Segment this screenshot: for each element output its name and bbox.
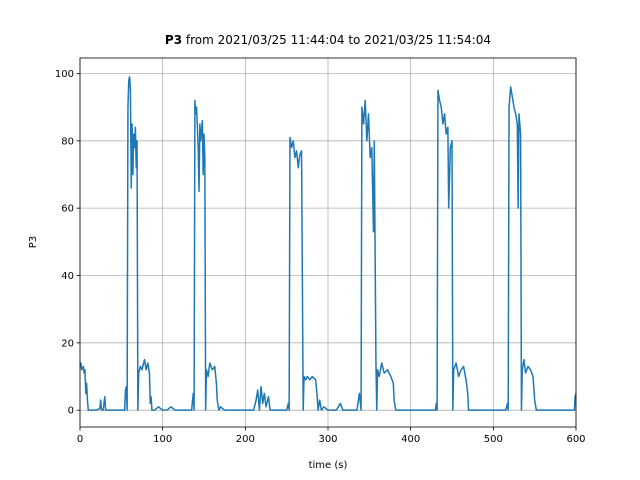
x-tick-label: 500 [484,434,503,445]
x-tick-label: 0 [77,434,83,445]
x-axis-label: time (s) [309,460,348,471]
x-tick-label: 300 [318,434,337,445]
x-tick-label: 200 [236,434,255,445]
y-tick-label: 40 [61,271,74,282]
x-tick-label: 400 [401,434,420,445]
x-tick-label: 100 [153,434,172,445]
y-axis-label: P3 [28,236,39,248]
x-tick-label: 600 [566,434,585,445]
y-tick-label: 80 [61,136,74,147]
title-text: from 2021/03/25 11:44:04 to 2021/03/25 1… [186,33,491,47]
y-tick-label: 0 [68,406,74,417]
y-tick-label: 100 [55,69,74,80]
plot-frame [79,57,577,428]
title-bold: P3 [165,33,182,47]
y-tick-label: 60 [61,204,74,215]
y-tick-label: 20 [61,338,74,349]
data-line [79,76,577,411]
chart-title: P3 from 2021/03/25 11:44:04 to 2021/03/2… [165,33,491,47]
